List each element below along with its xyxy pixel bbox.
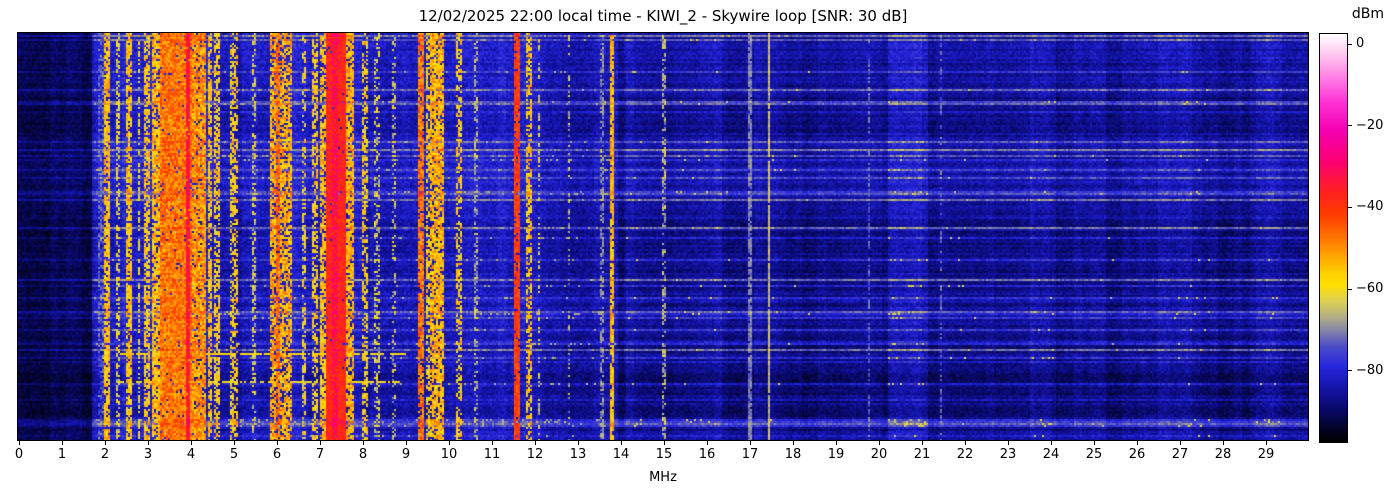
x-tick-label: 8: [358, 447, 368, 462]
x-tick-label: 0: [14, 447, 24, 462]
x-tick-label: 5: [229, 447, 239, 462]
x-tick-label: 3: [143, 447, 153, 462]
colorbar-tick-label: −80: [1356, 362, 1384, 378]
x-tick-label: 13: [569, 447, 587, 462]
x-tick-label: 9: [401, 447, 411, 462]
colorbar-tick-mark: [1348, 288, 1352, 290]
x-tick-label: 4: [186, 447, 196, 462]
colorbar-tick-label: −60: [1356, 281, 1384, 296]
colorbar-tick-label: 0: [1356, 36, 1365, 52]
x-tick-mark: [492, 441, 493, 445]
x-tick-mark: [1180, 441, 1181, 445]
colorbar-unit-label: dBm: [1351, 6, 1385, 22]
x-tick-label: 27: [1171, 447, 1189, 462]
x-tick-label: 11: [483, 447, 501, 462]
x-tick-label: 21: [913, 447, 931, 462]
x-tick-label: 20: [870, 447, 888, 462]
x-tick-label: 18: [784, 447, 802, 462]
x-tick-label: 14: [612, 447, 630, 462]
x-tick-mark: [19, 441, 20, 445]
x-tick-mark: [535, 441, 536, 445]
x-tick-label: 1: [57, 447, 67, 462]
x-tick-label: 2: [100, 447, 110, 462]
x-tick-label: 25: [1085, 447, 1103, 462]
waterfall-plot-area: [17, 32, 1309, 441]
colorbar-gradient: [1320, 34, 1347, 442]
x-tick-label: 15: [655, 447, 673, 462]
colorbar-tick-mark: [1348, 43, 1352, 45]
x-tick-mark: [1008, 441, 1009, 445]
x-tick-mark: [148, 441, 149, 445]
x-tick-mark: [449, 441, 450, 445]
x-tick-mark: [1137, 441, 1138, 445]
x-tick-label: 26: [1128, 447, 1146, 462]
x-tick-label: 7: [315, 447, 325, 462]
x-tick-mark: [277, 441, 278, 445]
x-tick-mark: [621, 441, 622, 445]
colorbar-tick-mark: [1348, 370, 1352, 372]
x-tick-mark: [1094, 441, 1095, 445]
x-tick-label: 16: [698, 447, 716, 462]
colorbar: [1319, 33, 1348, 443]
x-tick-label: 22: [956, 447, 974, 462]
page-title: 12/02/2025 22:00 local time - KIWI_2 - S…: [418, 7, 908, 25]
x-tick-mark: [62, 441, 63, 445]
x-axis-label: MHz: [649, 470, 677, 485]
x-tick-mark: [664, 441, 665, 445]
x-tick-mark: [578, 441, 579, 445]
colorbar-tick-mark: [1348, 125, 1352, 127]
x-tick-mark: [879, 441, 880, 445]
x-tick-mark: [707, 441, 708, 445]
x-tick-label: 10: [440, 447, 458, 462]
x-tick-mark: [363, 441, 364, 445]
x-tick-mark: [793, 441, 794, 445]
x-tick-mark: [191, 441, 192, 445]
x-tick-mark: [750, 441, 751, 445]
x-tick-label: 17: [741, 447, 759, 462]
x-tick-mark: [836, 441, 837, 445]
x-tick-label: 28: [1214, 447, 1232, 462]
x-tick-mark: [922, 441, 923, 445]
x-tick-mark: [320, 441, 321, 445]
x-tick-mark: [1223, 441, 1224, 445]
x-tick-label: 12: [526, 447, 544, 462]
x-tick-label: 24: [1042, 447, 1060, 462]
colorbar-tick-label: −20: [1356, 117, 1384, 133]
x-tick-mark: [105, 441, 106, 445]
x-tick-mark: [1051, 441, 1052, 445]
x-tick-mark: [406, 441, 407, 445]
colorbar-tick-mark: [1348, 206, 1352, 208]
x-tick-label: 6: [272, 447, 282, 462]
x-tick-mark: [965, 441, 966, 445]
x-tick-label: 19: [827, 447, 845, 462]
x-tick-mark: [234, 441, 235, 445]
waterfall-heatmap-canvas: [18, 33, 1308, 440]
x-tick-label: 29: [1257, 447, 1275, 462]
x-tick-mark: [1266, 441, 1267, 445]
colorbar-tick-label: −40: [1356, 199, 1384, 215]
x-tick-label: 23: [999, 447, 1017, 462]
